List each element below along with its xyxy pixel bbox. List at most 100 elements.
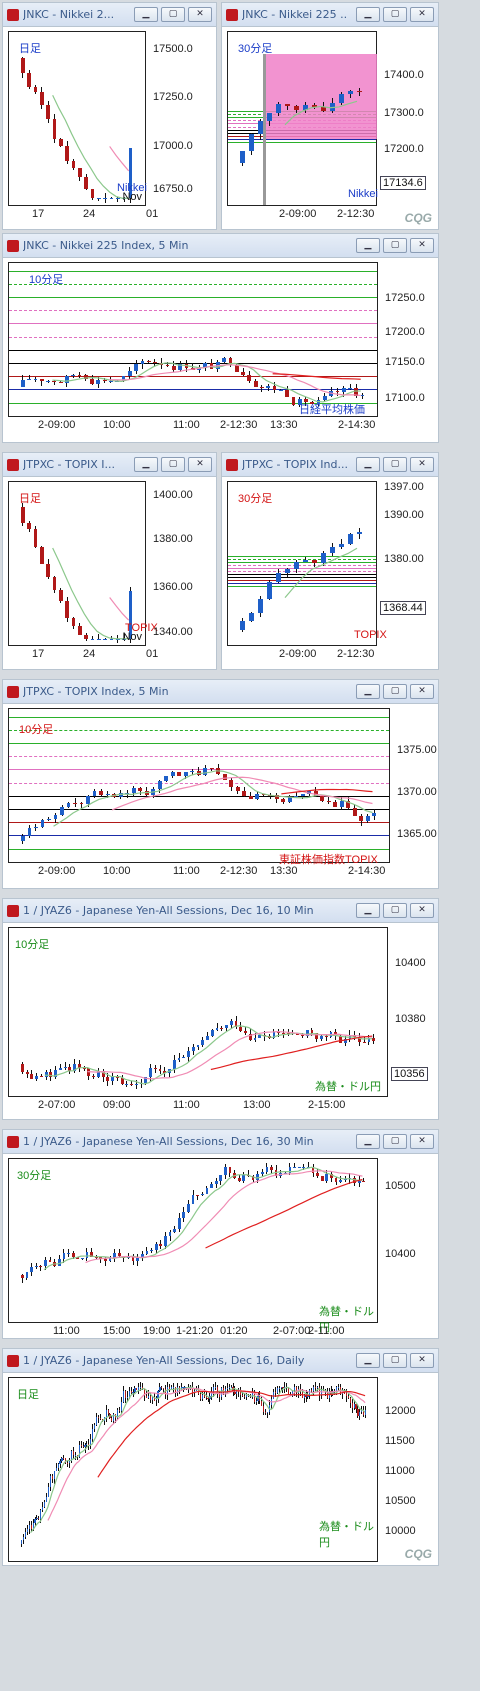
window-titlebar[interactable]: JNKC - Nikkei 225 Index, 5 Min ▁ ▢ ✕: [3, 234, 438, 258]
candle-body: [358, 1036, 361, 1042]
candle-body: [25, 1071, 29, 1074]
restore-button[interactable]: ▢: [383, 1134, 407, 1149]
candle-wick: [349, 1397, 351, 1409]
close-button[interactable]: ✕: [410, 7, 434, 22]
candle-body: [88, 1444, 90, 1446]
timeframe-label: 30分足: [238, 43, 273, 55]
restore-button[interactable]: ▢: [161, 7, 185, 22]
chart-window-w3[interactable]: JNKC - Nikkei 225 Index, 5 Min ▁ ▢ ✕ 10分足 日経平…: [2, 233, 439, 443]
candle-wick: [104, 193, 106, 204]
chart-canvas[interactable]: 日足 Nikkei Nov: [8, 31, 147, 206]
candle-wick: [104, 1257, 106, 1266]
chart-window-w7[interactable]: 1 / JYAZ6 - Japanese Yen-All Sessions, D…: [2, 898, 439, 1120]
minimize-button[interactable]: ▁: [356, 457, 380, 472]
minimize-button[interactable]: ▁: [134, 457, 158, 472]
candle-body: [52, 119, 57, 139]
candle-body: [55, 1467, 57, 1471]
chart-window-w2[interactable]: JNKC - Nikkei 225 ... ▁ ▢ ✕ 30分足 Nikkei 17400.…: [221, 2, 439, 230]
chart-canvas[interactable]: 日足 為替・ドル円: [8, 1377, 378, 1562]
candle-body: [39, 1075, 43, 1077]
chart-canvas[interactable]: 10分足 為替・ドル円: [8, 927, 388, 1097]
candle-body: [136, 1388, 138, 1391]
chart-window-w9[interactable]: 1 / JYAZ6 - Japanese Yen-All Sessions, D…: [2, 1348, 439, 1566]
candle-body: [99, 1257, 103, 1259]
candle-body: [61, 1457, 63, 1462]
window-titlebar[interactable]: JNKC - Nikkei 225 ... ▁ ▢ ✕: [222, 3, 438, 27]
close-button[interactable]: ✕: [410, 903, 434, 918]
chart-window-w5[interactable]: JTPXC - TOPIX Ind... ▁ ▢ ✕ 30分足 TOPIX 1397.00 1…: [221, 452, 439, 670]
chart-canvas[interactable]: 30分足 Nikkei: [227, 31, 378, 206]
candle-body: [52, 577, 57, 590]
moving-average-overlay: [52, 95, 130, 199]
x-axis-tick: 11:00: [173, 419, 200, 431]
close-button[interactable]: ✕: [410, 238, 434, 253]
close-button[interactable]: ✕: [410, 684, 434, 699]
chart-canvas[interactable]: 日足 TOPIX Nov: [8, 481, 158, 646]
candle-body: [322, 1390, 324, 1392]
window-titlebar[interactable]: JTPXC - TOPIX I... ▁ ▢ ✕: [3, 453, 216, 477]
candle-body: [104, 1258, 107, 1261]
close-button[interactable]: ✕: [410, 1353, 434, 1368]
ma-line: [205, 1178, 363, 1249]
candle-body: [39, 1265, 43, 1267]
candle-body: [260, 387, 264, 389]
candle-body: [272, 1391, 274, 1399]
window-titlebar[interactable]: JTPXC - TOPIX Ind... ▁ ▢ ✕: [222, 453, 438, 477]
minimize-button[interactable]: ▁: [356, 684, 380, 699]
window-titlebar[interactable]: 1 / JYAZ6 - Japanese Yen-All Sessions, D…: [3, 899, 438, 923]
window-titlebar[interactable]: JTPXC - TOPIX Index, 5 Min ▁ ▢ ✕: [3, 680, 438, 704]
restore-button[interactable]: ▢: [161, 457, 185, 472]
candle-body: [140, 1387, 142, 1389]
restore-button[interactable]: ▢: [383, 238, 407, 253]
close-button[interactable]: ✕: [188, 457, 212, 472]
level-line: [228, 139, 376, 141]
chart-window-w1[interactable]: JNKC - Nikkei 2... ▁ ▢ ✕ 日足 Nikkei Nov 17500.0 1…: [2, 2, 217, 230]
candle-wick: [123, 196, 125, 203]
restore-button[interactable]: ▢: [383, 1353, 407, 1368]
y-axis-tick: 1400.00: [153, 489, 193, 501]
y-axis-tick: 1370.00: [397, 786, 437, 798]
level-line: [9, 389, 377, 391]
candle-body: [49, 1072, 53, 1078]
close-button[interactable]: ✕: [188, 7, 212, 22]
candle-body: [99, 1417, 101, 1419]
candle-body: [234, 1021, 238, 1027]
candle-body: [294, 106, 300, 110]
restore-button[interactable]: ▢: [383, 7, 407, 22]
candle-body: [65, 375, 69, 383]
x-axis-tick: 01: [146, 208, 159, 220]
candle-body: [80, 1258, 84, 1260]
chart-canvas[interactable]: 30分足 TOPIX: [227, 481, 387, 646]
close-button[interactable]: ✕: [410, 1134, 434, 1149]
minimize-button[interactable]: ▁: [134, 7, 158, 22]
candle-body: [127, 371, 132, 377]
candle-body: [163, 1070, 167, 1073]
candle-body: [321, 107, 327, 111]
close-button[interactable]: ✕: [410, 457, 434, 472]
restore-button[interactable]: ▢: [383, 457, 407, 472]
chart-canvas[interactable]: 30分足 為替・ドル円: [8, 1158, 378, 1334]
chart-canvas[interactable]: 10分足 東証株価指数TOPIX: [8, 708, 390, 866]
chart-window-w4[interactable]: JTPXC - TOPIX I... ▁ ▢ ✕ 日足 TOPIX Nov 1400.00 13…: [2, 452, 217, 670]
chart-window-w8[interactable]: 1 / JYAZ6 - Japanese Yen-All Sessions, D…: [2, 1129, 439, 1339]
candle-body: [109, 638, 114, 640]
candle-body: [146, 361, 151, 363]
window-titlebar[interactable]: 1 / JYAZ6 - Japanese Yen-All Sessions, D…: [3, 1349, 438, 1373]
chart-canvas[interactable]: 10分足 日経平均株価: [8, 262, 378, 417]
minimize-button[interactable]: ▁: [356, 1353, 380, 1368]
minimize-button[interactable]: ▁: [356, 7, 380, 22]
restore-button[interactable]: ▢: [383, 684, 407, 699]
candle-body: [35, 1075, 39, 1079]
window-titlebar[interactable]: 1 / JYAZ6 - Japanese Yen-All Sessions, D…: [3, 1130, 438, 1154]
candle-wick: [207, 1397, 209, 1402]
restore-button[interactable]: ▢: [383, 903, 407, 918]
minimize-button[interactable]: ▁: [356, 1134, 380, 1149]
window-titlebar[interactable]: JNKC - Nikkei 2... ▁ ▢ ✕: [3, 3, 216, 27]
minimize-button[interactable]: ▁: [356, 903, 380, 918]
last-price-marker: 10356: [391, 1067, 428, 1081]
minimize-button[interactable]: ▁: [356, 238, 380, 253]
moving-average-overlay: [53, 770, 373, 827]
candle-body: [355, 1404, 357, 1410]
chart-window-w6[interactable]: JTPXC - TOPIX Index, 5 Min ▁ ▢ ✕ 10分足 東証株価指数T…: [2, 679, 439, 889]
candle-body: [320, 1175, 324, 1181]
